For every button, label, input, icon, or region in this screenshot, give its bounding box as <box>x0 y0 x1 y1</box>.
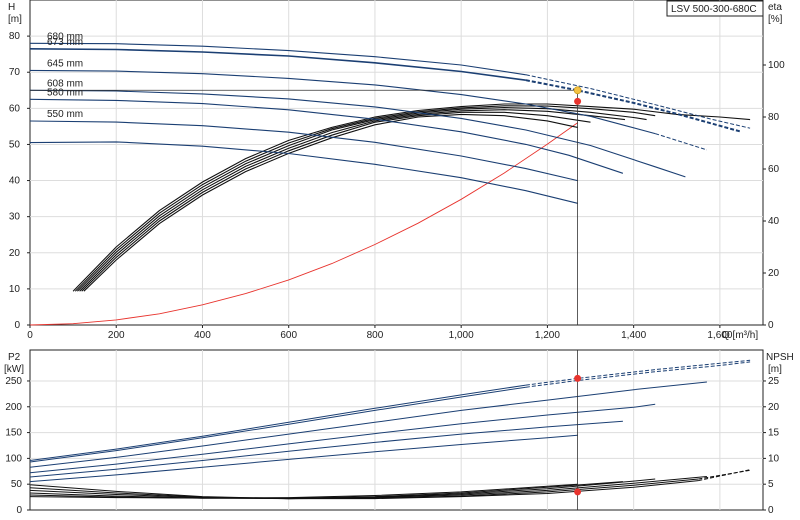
head-curve <box>29 42 526 76</box>
x-tick-label: 0 <box>27 330 33 341</box>
npsh-curve-extension <box>698 469 751 480</box>
y-tick-label-head: 70 <box>9 67 21 78</box>
x-tick-label: 400 <box>194 330 211 341</box>
power-curve-extension <box>525 359 751 386</box>
y-tick-label-power: 250 <box>5 376 22 387</box>
head-curve <box>29 98 624 174</box>
left-axis-title-bottom: P2 <box>8 352 21 363</box>
right-axis-title-top: eta <box>768 2 782 13</box>
efficiency-curve <box>74 105 656 292</box>
power-curve <box>29 434 578 483</box>
y-tick-label-npsh: 15 <box>768 428 780 439</box>
power-curves-group <box>29 350 751 510</box>
power-curve <box>29 420 623 478</box>
y-tick-label-head: 50 <box>9 139 21 150</box>
y-tick-label-power: 0 <box>16 505 22 516</box>
right-axis-unit-top: [%] <box>768 14 783 25</box>
x-tick-label: 800 <box>367 330 384 341</box>
head-curve-label: 673 mm <box>47 37 83 48</box>
head-curve <box>29 69 656 135</box>
y-tick-label-head: 80 <box>9 31 21 42</box>
x-axis-title: Q [m³/h] <box>722 330 758 341</box>
head-curve-extension <box>655 133 708 151</box>
y-tick-label-npsh: 20 <box>768 402 780 413</box>
head-curve-label: 680 mm <box>47 31 83 42</box>
efficiency-curve <box>79 109 626 292</box>
efficiency-curve <box>83 113 578 292</box>
head-curve-extension <box>525 79 742 133</box>
y-tick-label-head: 30 <box>9 212 21 223</box>
top-gridlines <box>30 0 763 325</box>
y-tick-label-eta: 60 <box>768 164 780 175</box>
x-tick-label: 1,400 <box>621 330 646 341</box>
power-curve <box>29 381 707 468</box>
y-tick-label-npsh: 25 <box>768 376 780 387</box>
head-curve <box>29 89 686 178</box>
head-curve-label: 645 mm <box>47 58 83 69</box>
npsh-curve <box>29 483 578 499</box>
power-curve-extension <box>525 361 751 388</box>
model-label: LSV 500-300-680C <box>671 4 757 15</box>
x-tick-label: 1,600 <box>707 330 732 341</box>
y-tick-label-eta: 20 <box>768 268 780 279</box>
efficiency-curve <box>72 103 751 292</box>
duty-point-head-marker <box>573 86 582 95</box>
y-tick-label-power: 100 <box>5 453 22 464</box>
bottom-gridlines <box>30 350 763 510</box>
power-curve <box>29 384 526 461</box>
y-tick-label-head: 60 <box>9 103 21 114</box>
model-label-box: LSV 500-300-680C <box>666 0 764 17</box>
head-curve-label: 608 mm <box>47 78 83 89</box>
y-tick-label-eta: 40 <box>768 216 780 227</box>
x-tick-label: 1,200 <box>535 330 560 341</box>
head-curve-extension <box>525 74 751 129</box>
y-tick-label-npsh: 10 <box>768 453 780 464</box>
left-axis-title-top: H <box>8 2 15 13</box>
left-axis-unit-bottom: [kW] <box>4 364 24 375</box>
y-tick-label-power: 50 <box>11 479 23 490</box>
head-curve <box>29 48 527 81</box>
head-curve-label: 580 mm <box>47 87 83 98</box>
duty-point-power-marker <box>574 374 582 382</box>
duty-point-npsh-marker <box>574 488 582 496</box>
y-tick-label-power: 200 <box>5 402 22 413</box>
y-tick-label-power: 150 <box>5 428 22 439</box>
top-plot-frame <box>29 0 764 326</box>
x-tick-label: 200 <box>108 330 125 341</box>
head-curve <box>29 141 578 204</box>
efficiency-curve <box>81 111 591 292</box>
head-curve-label: 550 mm <box>47 109 83 120</box>
y-tick-label-head: 0 <box>14 320 20 331</box>
y-tick-label-eta: 80 <box>768 112 780 123</box>
left-axis-unit-top: [m] <box>8 14 22 25</box>
x-tick-label: 1,000 <box>449 330 474 341</box>
y-tick-label-eta: 100 <box>768 60 785 71</box>
y-tick-label-npsh: 0 <box>768 505 774 516</box>
power-curve <box>29 386 526 463</box>
y-tick-label-npsh: 5 <box>768 479 774 490</box>
y-tick-label-head: 10 <box>9 284 21 295</box>
y-tick-label-eta: 0 <box>768 320 774 331</box>
system-curve <box>29 122 578 326</box>
y-tick-label-head: 20 <box>9 248 21 259</box>
bottom-plot-frame <box>29 349 764 511</box>
y-tick-label-head: 40 <box>9 176 21 187</box>
right-axis-title-bottom: NPSH <box>766 352 794 363</box>
power-curve <box>29 403 656 474</box>
duty-point-efficiency-marker <box>574 97 582 105</box>
right-axis-unit-bottom: [m] <box>768 364 782 375</box>
x-tick-label: 600 <box>280 330 297 341</box>
head-curve <box>29 120 578 182</box>
